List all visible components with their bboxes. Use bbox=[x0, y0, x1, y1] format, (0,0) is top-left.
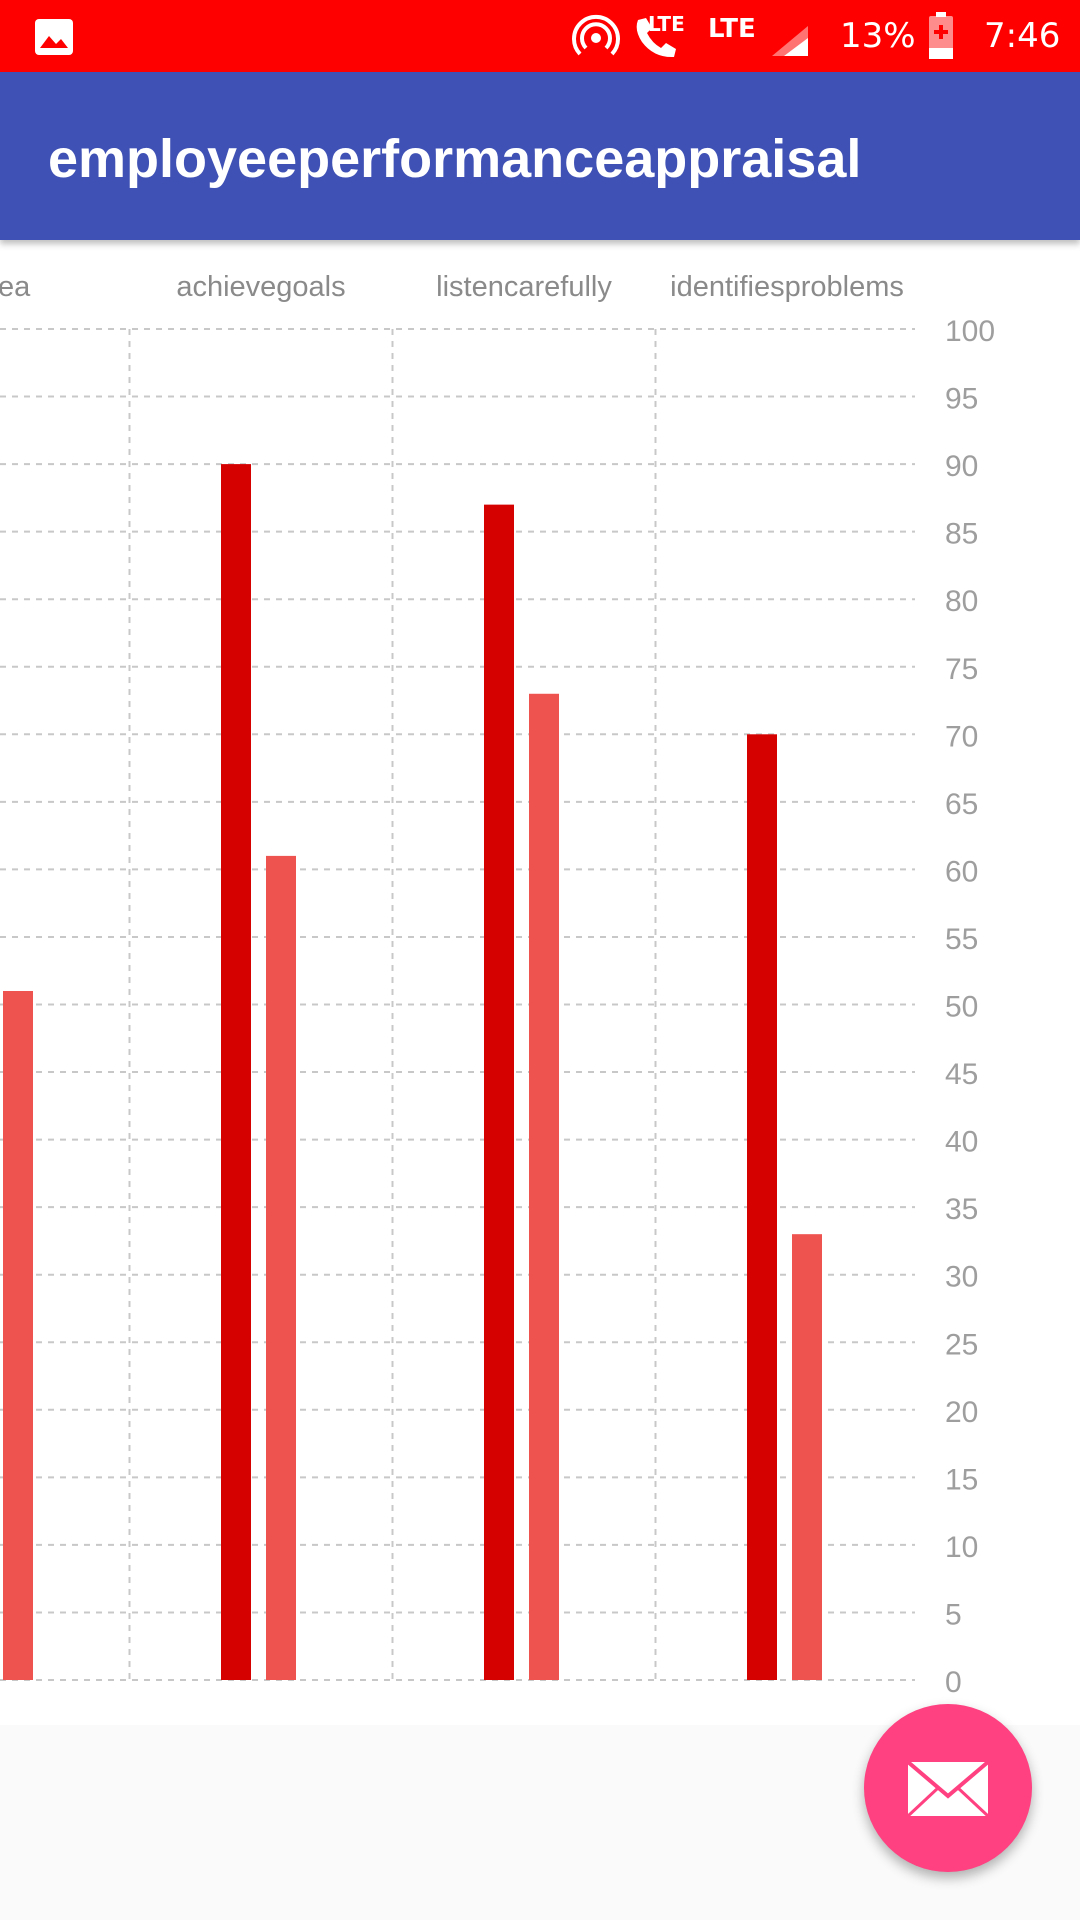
email-fab-button[interactable] bbox=[864, 1704, 1032, 1872]
y-tick-label: 25 bbox=[945, 1328, 978, 1361]
hotspot-icon bbox=[572, 14, 620, 56]
y-tick-label: 50 bbox=[945, 991, 978, 1024]
email-icon bbox=[906, 1760, 990, 1818]
category-label: achievegoals bbox=[176, 271, 345, 303]
y-tick-label: 80 bbox=[945, 585, 978, 618]
y-tick-label: 45 bbox=[945, 1058, 978, 1091]
y-tick-label: 55 bbox=[945, 923, 978, 956]
y-tick-label: 10 bbox=[945, 1531, 978, 1564]
bar bbox=[529, 693, 559, 1680]
clock: 7:46 bbox=[984, 16, 1061, 56]
lte-small-label: LTE bbox=[648, 12, 685, 36]
bar bbox=[747, 734, 777, 1680]
y-tick-label: 20 bbox=[945, 1396, 978, 1429]
bar-chart[interactable]: 0 5 10 15 20 25 30 35 40 45 50 55 60 65 70 75 80 85 90 95 10… bbox=[0, 240, 1080, 1725]
bar bbox=[266, 855, 296, 1680]
y-tick-label: 70 bbox=[945, 720, 978, 753]
category-label: identifiesproblems bbox=[670, 271, 904, 303]
category-label: ea bbox=[0, 271, 31, 303]
lte-label: LTE bbox=[708, 14, 756, 44]
app-title: employeeperformanceappraisal bbox=[48, 129, 862, 189]
gallery-icon bbox=[35, 19, 73, 55]
y-tick-label: 60 bbox=[945, 855, 978, 888]
category-label: listencarefully bbox=[436, 271, 612, 303]
bar bbox=[792, 1234, 822, 1680]
status-bar: LTE LTE 13% 7:46 bbox=[0, 0, 1080, 72]
y-tick-label: 85 bbox=[945, 518, 978, 551]
app-bar: employeeperformanceappraisal bbox=[0, 72, 1080, 240]
y-tick-label: 65 bbox=[945, 788, 978, 821]
y-tick-label: 0 bbox=[945, 1666, 962, 1699]
chart-canvas: 0 5 10 15 20 25 30 35 40 45 50 55 60 65 70 75 80 85 90 95 10… bbox=[0, 271, 995, 1699]
bar bbox=[221, 464, 251, 1681]
y-tick-label: 30 bbox=[945, 1261, 978, 1294]
y-tick-label: 90 bbox=[945, 450, 978, 483]
y-tick-label: 5 bbox=[945, 1598, 962, 1631]
y-tick-label: 40 bbox=[945, 1126, 978, 1159]
y-tick-label: 100 bbox=[945, 315, 995, 348]
y-tick-label: 35 bbox=[945, 1193, 978, 1226]
y-tick-label: 75 bbox=[945, 653, 978, 686]
bar bbox=[484, 504, 514, 1680]
battery-icon bbox=[929, 12, 953, 59]
battery-percent: 13% bbox=[840, 16, 916, 56]
y-tick-label: 95 bbox=[945, 383, 978, 416]
bar bbox=[3, 990, 33, 1680]
call-icon bbox=[636, 18, 676, 58]
signal-icon bbox=[772, 26, 808, 56]
y-tick-label: 15 bbox=[945, 1463, 978, 1496]
